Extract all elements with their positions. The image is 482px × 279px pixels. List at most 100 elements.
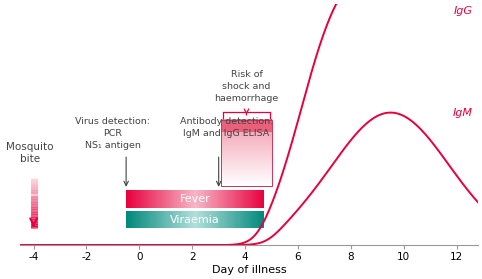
Bar	[240, 211, 241, 228]
Bar	[209, 190, 210, 208]
Bar	[221, 190, 223, 208]
Text: IgG: IgG	[454, 6, 472, 16]
Bar	[221, 179, 271, 180]
Bar	[166, 190, 168, 208]
Bar	[221, 119, 271, 121]
Bar	[163, 211, 164, 228]
Bar	[261, 211, 263, 228]
Bar	[230, 211, 232, 228]
Bar	[151, 211, 153, 228]
Bar	[180, 211, 181, 228]
Bar	[179, 190, 180, 208]
Bar	[182, 190, 184, 208]
Bar	[196, 211, 198, 228]
Bar	[221, 172, 271, 173]
Bar	[157, 190, 159, 208]
Bar	[143, 190, 145, 208]
Bar	[200, 190, 201, 208]
Bar	[221, 148, 271, 150]
Bar	[235, 190, 236, 208]
Bar	[221, 175, 271, 176]
Bar	[221, 142, 271, 143]
Bar	[258, 211, 259, 228]
Bar	[221, 120, 271, 132]
Bar	[221, 123, 271, 124]
Bar	[201, 190, 202, 208]
Bar	[221, 124, 271, 125]
Bar	[229, 211, 231, 228]
Bar	[222, 211, 224, 228]
Bar	[221, 176, 271, 177]
Bar	[219, 190, 220, 208]
Bar	[242, 211, 243, 228]
Bar	[154, 190, 155, 208]
Bar	[259, 211, 260, 228]
Bar	[214, 211, 216, 228]
Bar	[197, 211, 199, 228]
Bar	[221, 172, 271, 174]
Bar	[218, 211, 219, 228]
Bar	[221, 167, 271, 169]
Bar	[198, 190, 200, 208]
Bar	[195, 211, 196, 228]
Text: Virus detection:
PCR
NS₁ antigen: Virus detection: PCR NS₁ antigen	[75, 117, 150, 150]
Bar	[221, 134, 271, 136]
Bar	[221, 127, 271, 128]
Bar	[221, 161, 271, 162]
Bar	[221, 169, 271, 170]
Bar	[157, 211, 159, 228]
Bar	[143, 211, 145, 228]
Bar	[205, 190, 207, 208]
Text: Fever: Fever	[179, 194, 210, 204]
Bar	[215, 190, 217, 208]
Bar	[221, 128, 271, 129]
Bar	[221, 173, 271, 174]
Text: Antibody detection:
IgM and IgG ELISA: Antibody detection: IgM and IgG ELISA	[180, 117, 273, 138]
Bar	[257, 190, 258, 208]
Bar	[221, 130, 271, 131]
Bar	[175, 190, 177, 208]
Bar	[150, 211, 152, 228]
Bar	[182, 211, 184, 228]
Bar	[178, 211, 179, 228]
Bar	[239, 190, 240, 208]
Bar	[221, 143, 271, 144]
Bar	[221, 139, 271, 141]
Bar	[221, 125, 271, 126]
Bar	[139, 211, 140, 228]
Bar	[170, 190, 171, 208]
Bar	[172, 190, 174, 208]
Bar	[198, 211, 200, 228]
Bar	[221, 135, 271, 136]
Bar	[242, 190, 243, 208]
Bar	[207, 211, 209, 228]
Bar	[136, 190, 138, 208]
Bar	[231, 190, 233, 208]
Bar	[221, 141, 271, 142]
Bar	[221, 150, 271, 151]
Bar	[254, 211, 255, 228]
Bar	[221, 132, 271, 133]
Bar	[146, 190, 147, 208]
Bar	[255, 211, 257, 228]
Bar	[131, 190, 132, 208]
Bar	[150, 190, 152, 208]
Bar	[221, 128, 271, 130]
Bar	[184, 190, 185, 208]
Bar	[164, 190, 165, 208]
Bar	[245, 211, 247, 228]
Bar	[221, 133, 271, 134]
Bar	[142, 190, 144, 208]
Bar	[188, 211, 189, 228]
Bar	[221, 143, 271, 145]
Bar	[133, 211, 134, 228]
Bar	[221, 211, 223, 228]
Bar	[221, 171, 271, 172]
Bar	[135, 211, 137, 228]
Bar	[227, 190, 228, 208]
Bar	[187, 211, 188, 228]
Bar	[194, 211, 195, 228]
Bar	[236, 211, 238, 228]
Bar	[221, 155, 271, 156]
Bar	[185, 190, 186, 208]
